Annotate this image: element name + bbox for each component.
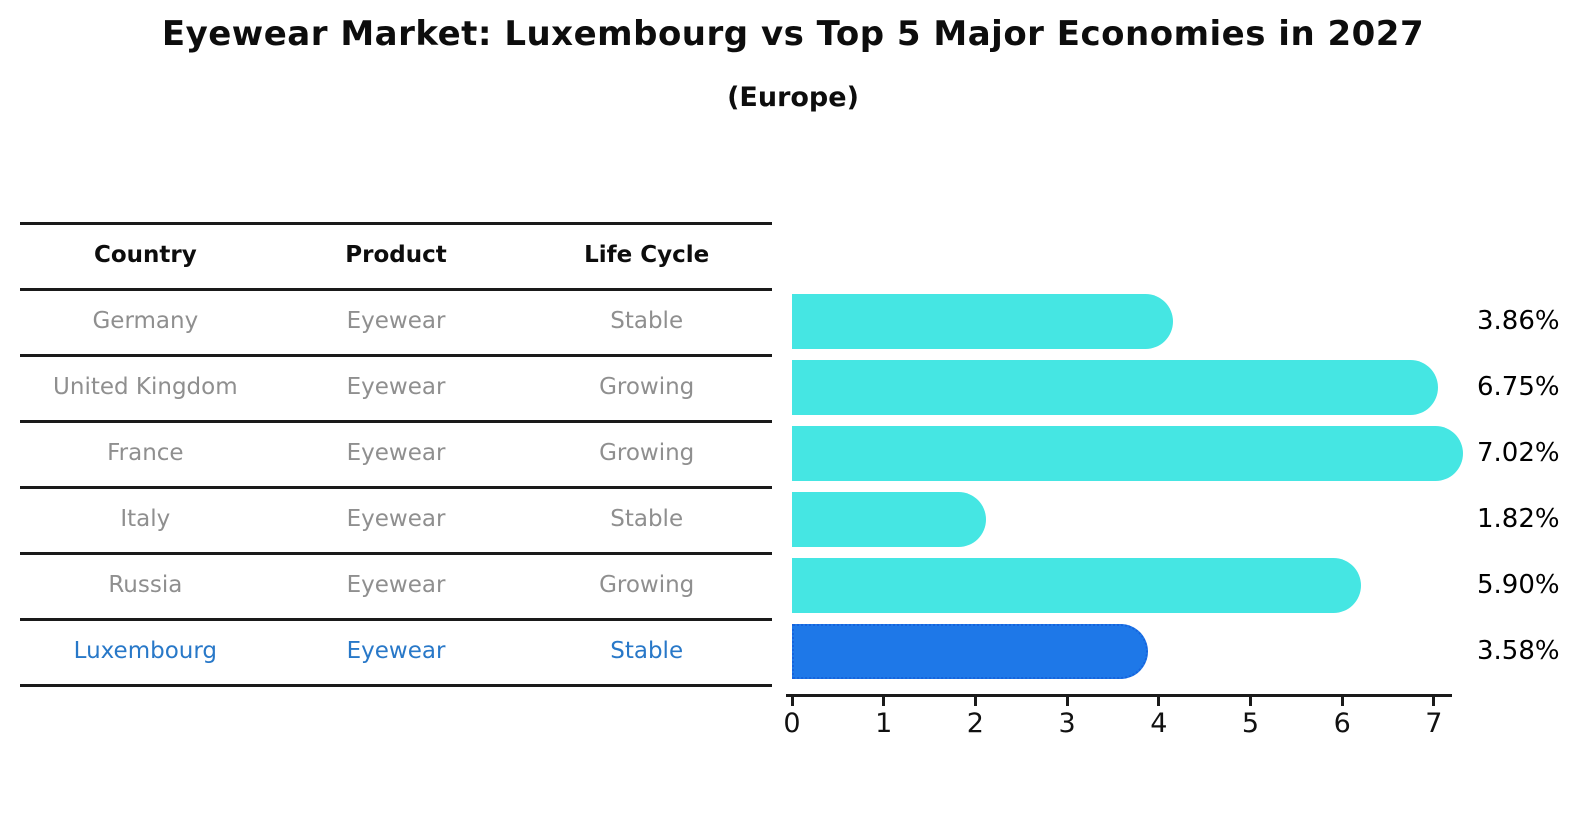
chart-title: Eyewear Market: Luxembourg vs Top 5 Majo… [161,14,1425,54]
country-cell: Italy [120,506,171,532]
x-tick-label: 2 [966,708,984,739]
country-cell: United Kingdom [53,374,238,400]
life-cycle-cell: Growing [599,374,695,400]
column-header: Country [93,242,197,268]
table-row: Luxembourg Eyewear Stable [20,618,772,684]
x-tick-label: 0 [783,708,801,739]
x-tick [790,694,794,706]
x-tick-label: 7 [1425,708,1443,739]
value-label: 3.86% [1477,306,1560,336]
table-divider [20,552,772,555]
value-label: 3.58% [1477,636,1560,666]
table-divider [20,618,772,621]
table-divider [20,420,772,423]
x-tick [1249,694,1252,706]
x-axis-line [786,694,1452,697]
bar [792,557,1361,613]
value-label: 6.75% [1477,372,1560,402]
table-row: Germany Eyewear Stable [20,288,772,354]
bar [792,425,1464,481]
value-label: 5.90% [1477,570,1560,600]
product-cell: Eyewear [346,506,446,532]
life-cycle-cell: Growing [599,572,695,598]
x-tick-label: 4 [1150,708,1168,739]
bar [792,491,987,547]
country-cell: France [107,440,184,466]
x-tick [1340,694,1344,706]
bar [792,359,1439,415]
table-divider [20,222,772,225]
x-tick-label: 5 [1241,708,1260,739]
product-cell: Eyewear [346,308,446,334]
x-tick-label: 1 [875,708,893,739]
table-divider [20,486,772,489]
x-tick-label: 6 [1333,708,1351,739]
bar-highlight [792,623,1148,679]
product-cell: Eyewear [346,374,446,400]
column-header: Life Cycle [584,242,710,268]
value-label: 7.02% [1477,438,1560,468]
table-divider [20,684,772,687]
country-cell: Russia [108,572,183,598]
product-cell: Eyewear [346,440,446,466]
table-row: Russia Eyewear Growing [20,552,772,618]
bar [792,293,1174,349]
value-label: 1.82% [1477,504,1560,534]
table-divider [20,354,772,357]
product-cell: Eyewear [346,638,446,664]
life-cycle-cell: Growing [599,440,695,466]
life-cycle-cell: Stable [610,638,684,664]
life-cycle-cell: Stable [610,506,684,532]
table-divider [20,288,772,291]
table-row: Italy Eyewear Stable [20,486,772,552]
country-cell: Luxembourg [73,638,218,664]
product-cell: Eyewear [346,572,446,598]
x-tick [1065,694,1069,706]
x-tick [1157,694,1161,706]
table-header-row: Country Product Life Cycle [20,222,772,288]
chart-subtitle: (Europe) [727,82,859,113]
life-cycle-cell: Stable [610,308,684,334]
x-tick [973,694,977,706]
x-tick-label: 3 [1058,708,1076,739]
column-header: Product [345,242,447,268]
x-tick [882,694,886,706]
x-tick [1432,694,1436,706]
country-cell: Germany [92,308,199,334]
table-row: United Kingdom Eyewear Growing [20,354,772,420]
table-row: France Eyewear Growing [20,420,772,486]
